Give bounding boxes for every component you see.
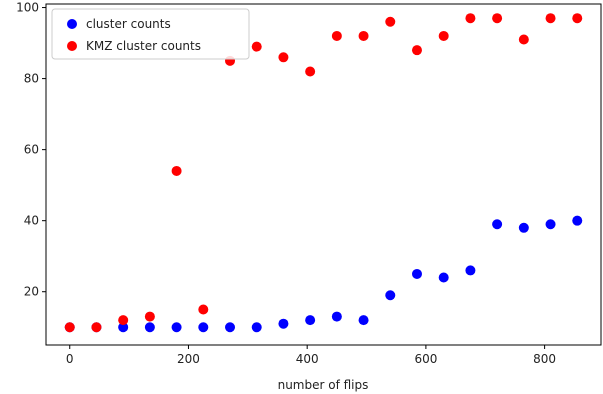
y-tick-label: 100	[16, 1, 39, 15]
data-point	[545, 219, 556, 230]
data-point	[572, 13, 583, 24]
data-point	[64, 322, 75, 333]
data-point	[118, 322, 129, 333]
data-point	[144, 311, 155, 322]
data-point	[171, 322, 182, 333]
legend-entry: KMZ cluster counts	[86, 39, 201, 53]
data-point	[91, 322, 102, 333]
x-tick-label: 0	[66, 352, 74, 366]
axes: 0 200 400 600 800 20 40 60 80 100	[16, 1, 602, 366]
data-point	[438, 272, 449, 283]
data-point	[465, 265, 476, 276]
data-point	[331, 30, 342, 41]
data-point	[411, 268, 422, 279]
data-point	[225, 322, 236, 333]
data-point	[198, 304, 209, 315]
data-point	[518, 222, 529, 233]
data-point	[251, 41, 262, 52]
data-point	[358, 315, 369, 326]
data-point	[305, 66, 316, 77]
data-point	[385, 290, 396, 301]
plot-area	[46, 4, 601, 345]
data-point	[411, 45, 422, 56]
data-point	[438, 30, 449, 41]
y-tick-label: 80	[24, 72, 39, 86]
data-point	[278, 52, 289, 63]
legend-marker	[67, 19, 77, 29]
y-tick-label: 40	[24, 214, 39, 228]
x-tick-label: 200	[177, 352, 200, 366]
x-axis-label: number of flips	[278, 378, 369, 392]
data-point	[198, 322, 209, 333]
data-point	[358, 30, 369, 41]
data-point	[171, 165, 182, 176]
data-point	[518, 34, 529, 45]
legend-entry: cluster counts	[86, 17, 171, 31]
legend-box	[51, 8, 250, 60]
axes-frame	[45, 3, 602, 346]
data-point	[331, 311, 342, 322]
y-tick-label: 60	[24, 143, 39, 157]
legend-marker	[67, 41, 77, 51]
data-point	[492, 219, 503, 230]
x-tick-label: 800	[533, 352, 556, 366]
data-point	[492, 13, 503, 24]
data-point	[545, 13, 556, 24]
x-tick-label: 400	[296, 352, 319, 366]
y-tick-label: 20	[24, 285, 39, 299]
x-tick-label: 600	[414, 352, 437, 366]
data-point	[251, 322, 262, 333]
data-point	[144, 322, 155, 333]
data-point	[385, 16, 396, 27]
data-point	[118, 315, 129, 326]
legend: cluster counts KMZ cluster counts	[51, 8, 250, 60]
data-point	[278, 318, 289, 329]
data-point	[572, 215, 583, 226]
data-point	[465, 13, 476, 24]
data-point	[305, 315, 316, 326]
